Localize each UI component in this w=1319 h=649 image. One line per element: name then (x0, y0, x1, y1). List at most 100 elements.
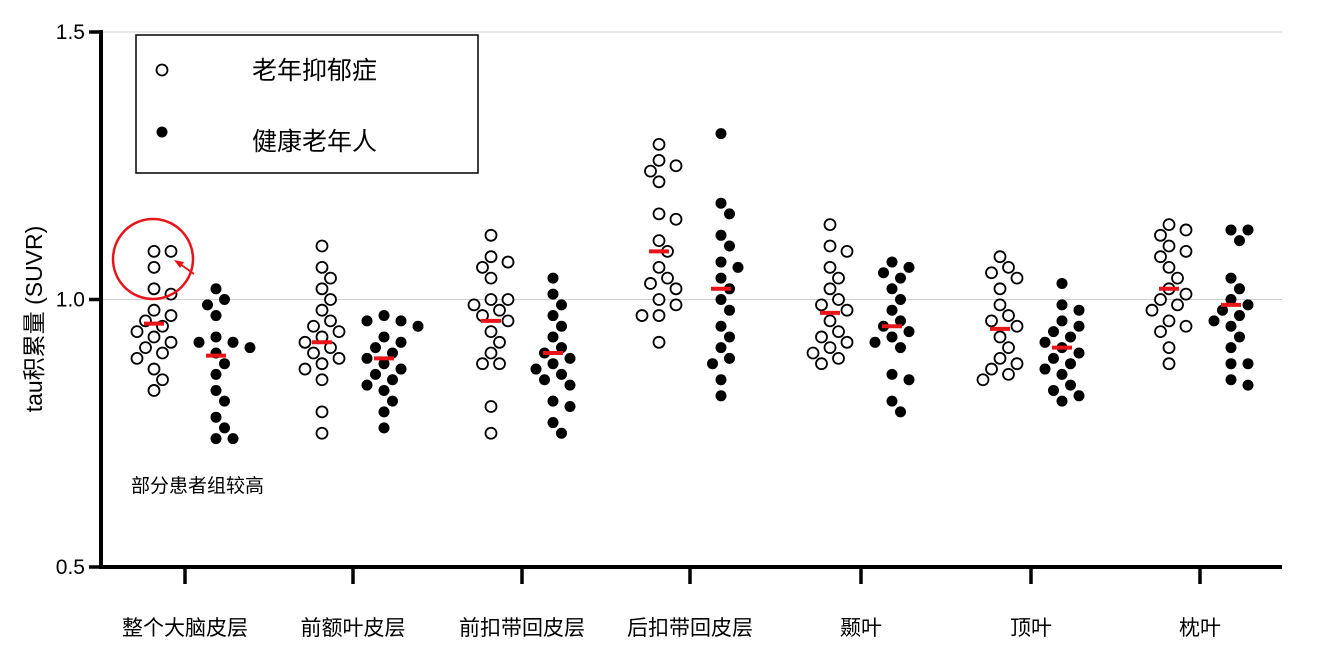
depression-point (840, 244, 854, 258)
depression-point (484, 400, 498, 413)
depression-point (976, 373, 990, 387)
depression-point (332, 325, 346, 339)
depression-point (493, 335, 506, 349)
healthy-point (1225, 342, 1237, 354)
healthy-point (903, 374, 915, 386)
depression-point (823, 341, 837, 355)
depression-point (652, 335, 666, 349)
depression-point (669, 159, 683, 173)
healthy-point (378, 422, 390, 434)
depression-point (652, 175, 666, 189)
annotation-arrow-head (174, 260, 184, 268)
depression-point (823, 314, 837, 328)
healthy-point (378, 358, 390, 370)
healthy-point (878, 267, 889, 279)
depression-point (315, 260, 329, 274)
depression-point (1179, 223, 1193, 237)
healthy-point (1039, 363, 1051, 375)
healthy-point (724, 352, 735, 364)
depression-point (985, 266, 998, 280)
healthy-point (1056, 277, 1068, 289)
healthy-point (219, 294, 230, 305)
healthy-point (869, 336, 881, 348)
depression-point (484, 250, 498, 264)
depression-point (324, 271, 337, 285)
depression-point (832, 293, 845, 306)
healthy-point (1056, 299, 1068, 311)
healthy-point (556, 299, 567, 311)
depression-point (1162, 314, 1176, 328)
x-tick-label: 颞叶 (840, 616, 882, 640)
healthy-point (1225, 224, 1237, 236)
depression-point (1002, 309, 1015, 322)
depression-point (164, 309, 178, 322)
annotation-text: 部分患者组较高 (131, 475, 264, 497)
healthy-point (724, 304, 735, 316)
depression-point (1162, 341, 1176, 355)
healthy-point (370, 368, 381, 380)
healthy-point (1048, 326, 1059, 338)
healthy-point (227, 336, 239, 348)
depression-point (147, 282, 161, 296)
depression-point (823, 282, 837, 296)
legend-filled-circle-icon (156, 126, 168, 138)
healthy-point (227, 433, 239, 445)
depression-point (815, 330, 828, 344)
y-ticks: 0.5 1.0 1.5 (56, 21, 101, 579)
depression-point (1179, 319, 1193, 333)
highlight-circle (111, 217, 195, 301)
healthy-point (564, 352, 576, 364)
depression-point (130, 325, 144, 339)
depression-point (1162, 239, 1176, 253)
depression-point (484, 228, 498, 242)
healthy-point (370, 342, 381, 354)
depression-point (484, 293, 498, 306)
healthy-point (1039, 336, 1051, 348)
depression-point (1162, 260, 1176, 274)
depression-point (1010, 319, 1024, 333)
depression-point (652, 260, 666, 274)
healthy-point (1073, 390, 1085, 402)
depression-point (832, 351, 845, 365)
healthy-point (1225, 358, 1237, 370)
healthy-point (1234, 331, 1245, 343)
depression-point (493, 303, 506, 317)
healthy-point (724, 240, 735, 252)
depression-point (484, 271, 498, 285)
healthy-point (1225, 272, 1237, 284)
y-tick-label: 1.0 (56, 289, 85, 312)
healthy-point (244, 342, 256, 354)
depression-point (993, 298, 1007, 312)
healthy-point (210, 411, 222, 423)
x-tick-label: 前额叶皮层 (301, 616, 406, 640)
legend-box (135, 34, 479, 174)
depression-point (156, 373, 169, 387)
x-ticks: 整个大脑皮层 前额叶皮层 前扣带回皮层 后扣带回皮层 颞叶 顶叶 枕叶 (122, 567, 1221, 640)
depression-point (484, 346, 498, 360)
healthy-point (1242, 358, 1254, 370)
healthy-point (378, 331, 390, 343)
depression-point (130, 351, 144, 365)
healthy-point (547, 288, 559, 300)
healthy-point (547, 358, 559, 370)
depression-point (139, 341, 152, 355)
healthy-point (707, 358, 718, 370)
healthy-point (903, 326, 915, 338)
depression-point (1145, 303, 1159, 317)
depression-point (652, 234, 666, 248)
healthy-point (715, 320, 727, 332)
healthy-point (412, 320, 424, 332)
healthy-point (387, 395, 398, 407)
depression-point (315, 373, 329, 387)
healthy-point (361, 379, 373, 391)
depression-point (840, 335, 854, 349)
depression-point (1162, 218, 1176, 232)
x-tick-label: 前扣带回皮层 (459, 616, 585, 640)
healthy-point (895, 315, 906, 327)
legend-label-healthy: 健康老年人 (252, 127, 377, 156)
gridlines (101, 31, 1282, 300)
healthy-point (732, 261, 744, 273)
healthy-point (715, 272, 727, 284)
depression-point (298, 335, 312, 349)
depression-point (467, 298, 481, 312)
